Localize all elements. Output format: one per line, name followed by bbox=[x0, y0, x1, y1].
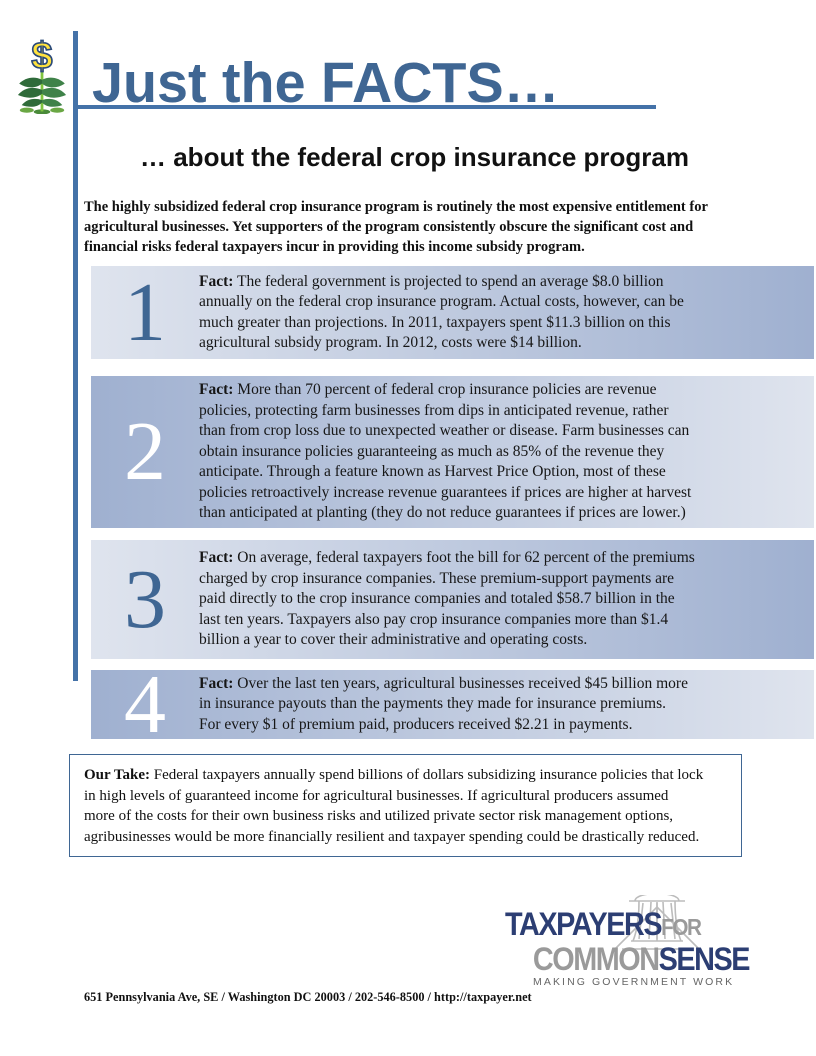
svg-text:$: $ bbox=[31, 38, 52, 77]
svg-text:MAKING GOVERNMENT WORK: MAKING GOVERNMENT WORK bbox=[533, 976, 734, 988]
svg-text:COMMONSENSE: COMMONSENSE bbox=[533, 942, 750, 978]
